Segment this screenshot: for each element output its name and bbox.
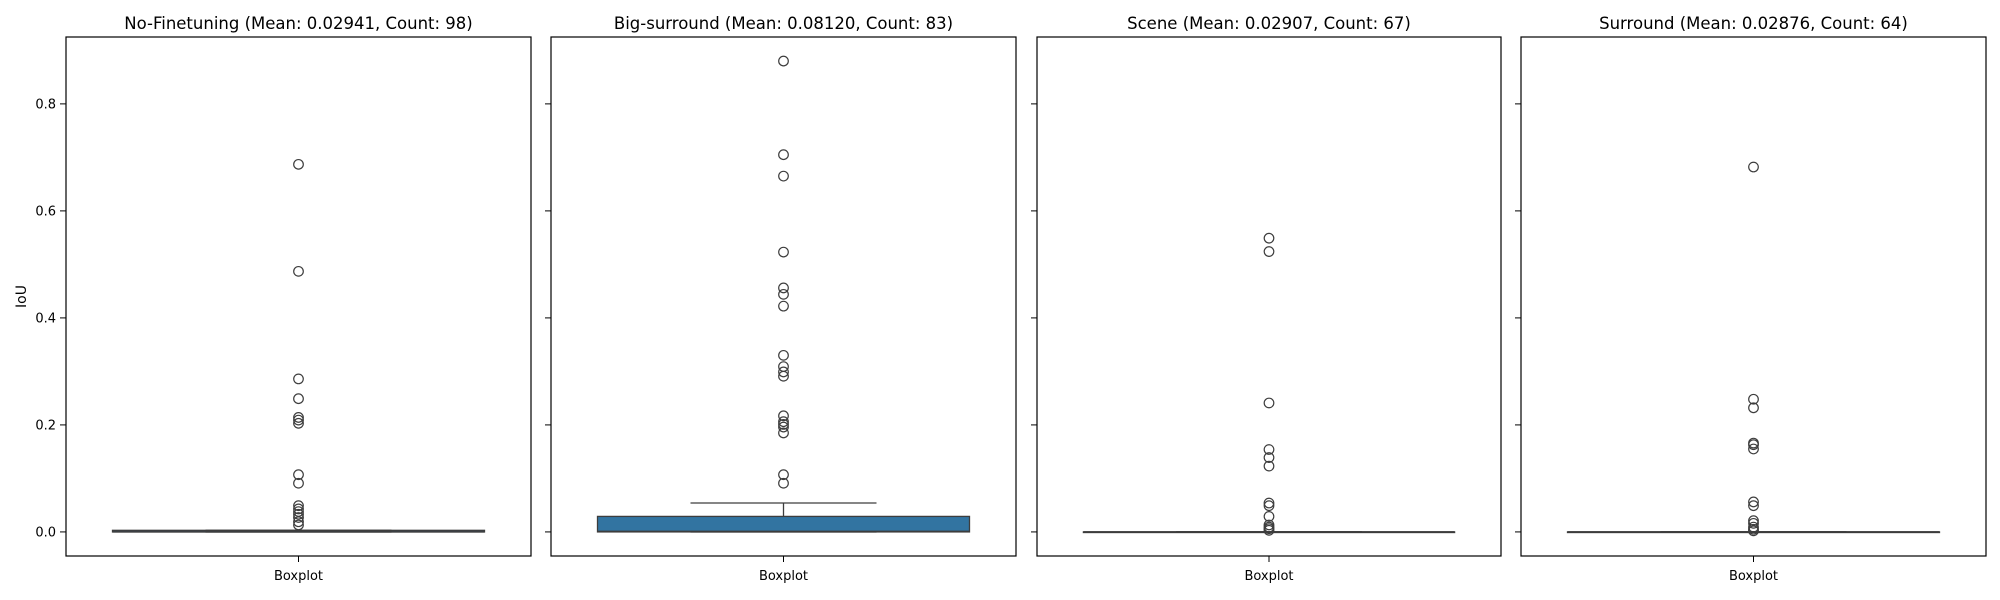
outlier-point [1263,497,1275,509]
subplot-title: No-Finetuning (Mean: 0.02941, Count: 98) [124,14,472,33]
y-tick-label: 0.0 [35,525,56,540]
subplot-title: Scene (Mean: 0.02907, Count: 67) [1127,14,1411,33]
y-tick-label: 0.2 [35,418,56,433]
outlier-point [1263,452,1275,463]
outlier-point [293,503,304,515]
outlier-point [293,265,304,277]
outlier-point [1748,525,1759,537]
outlier-point [778,170,789,182]
outlier-point [778,349,789,361]
subplot-4: Surround (Mean: 0.02876, Count: 64) Boxpl… [1515,14,1987,584]
outlier-point [778,55,789,67]
y-tick-label: 0.6 [35,204,56,219]
outlier-point [1263,246,1275,257]
outlier-point [293,373,304,385]
y-tick-label: 0.4 [35,311,56,326]
outlier-point [293,412,304,423]
outlier-point [778,149,789,161]
outlier-point [778,282,789,294]
x-tick-label: Boxplot [1729,569,1778,584]
outlier-point [778,410,789,422]
outlier-point [778,421,789,433]
outlier-point [778,416,789,428]
outlier-point [1263,500,1275,512]
outlier-point [778,418,789,430]
outlier-point [778,246,789,258]
outlier-point [1748,402,1759,414]
plot-frame [1520,36,1987,557]
outlier-point [1748,500,1759,512]
y-axis-label: IoU [14,285,30,308]
subplot-title: Surround (Mean: 0.02876, Count: 64) [1599,14,1908,33]
outlier-point [778,300,789,312]
plot-frame [65,36,532,557]
outlier-point [293,519,304,531]
outlier-point [293,414,304,426]
outlier-point [1263,232,1275,244]
outlier-point [778,288,789,300]
outlier-point [293,393,304,405]
subplot-2: Big-surround (Mean: 0.08120, Count: 83) B… [545,14,1017,584]
outlier-point [778,427,789,439]
subplot-1: No-Finetuning (Mean: 0.02941, Count: 98)… [14,14,532,584]
plot-frame [1036,36,1502,557]
outlier-point [778,477,789,489]
outlier-point [293,477,304,489]
outlier-point [293,417,304,429]
outlier-point [1748,496,1759,508]
outlier-point [1748,439,1759,451]
outlier-point [778,469,789,481]
plot-frame [550,36,1017,557]
outlier-point [1263,511,1275,522]
subplot-3: Scene (Mean: 0.02907, Count: 67) Boxplot [1031,14,1502,584]
outlier-point [293,500,304,512]
outlier-point [293,516,304,528]
y-tick-label: 0.8 [35,97,56,112]
subplot-title: Big-surround (Mean: 0.08120, Count: 83) [614,14,953,33]
outlier-point [293,158,304,170]
outlier-point [1748,393,1759,405]
outlier-point [778,366,789,378]
x-tick-label: Boxplot [759,569,808,584]
outlier-point [1263,524,1275,536]
outlier-point [293,469,304,481]
outlier-point [1748,517,1759,529]
outlier-point [1263,444,1275,455]
x-tick-label: Boxplot [1244,569,1293,584]
outlier-point [293,508,304,520]
x-tick-label: Boxplot [274,569,323,584]
box-iqr [596,515,971,533]
outlier-point [1263,397,1275,409]
outlier-point [778,370,789,382]
outlier-point [293,512,304,523]
outlier-point [1748,161,1759,173]
outlier-point [1263,460,1275,472]
outlier-point [1748,443,1759,455]
